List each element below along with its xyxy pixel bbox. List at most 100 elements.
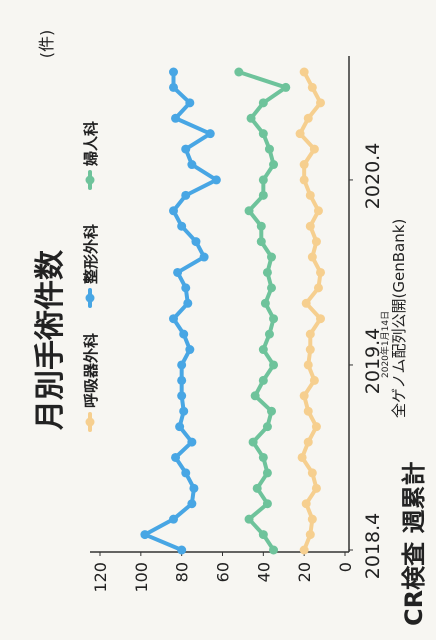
x-tick-label: 2020.4 bbox=[362, 143, 384, 209]
data-point bbox=[169, 314, 178, 324]
data-point bbox=[256, 237, 266, 247]
data-point bbox=[252, 483, 262, 493]
data-point bbox=[169, 206, 178, 216]
legend-marker bbox=[85, 293, 95, 303]
data-point bbox=[316, 98, 325, 108]
data-point bbox=[299, 391, 309, 401]
data-point bbox=[269, 360, 279, 370]
series-line bbox=[298, 70, 323, 552]
data-point bbox=[258, 175, 268, 185]
data-point bbox=[234, 67, 244, 77]
data-point bbox=[171, 452, 181, 462]
y-tick-label: 100 bbox=[132, 562, 151, 593]
data-point bbox=[177, 360, 187, 370]
axes: 0 20 40 60 80 100 120 2018.4 2019.4 2020.4 bbox=[90, 56, 384, 593]
data-point bbox=[267, 252, 276, 262]
data-point bbox=[246, 113, 256, 123]
data-point bbox=[181, 468, 191, 478]
series-呼吸器外科 bbox=[295, 67, 325, 555]
data-point bbox=[179, 329, 189, 339]
legend-marker bbox=[85, 417, 95, 427]
data-point bbox=[171, 113, 181, 123]
data-point bbox=[301, 298, 311, 308]
plot-area bbox=[140, 67, 325, 555]
data-point bbox=[262, 422, 272, 432]
data-point bbox=[183, 298, 193, 308]
data-point bbox=[244, 514, 254, 524]
data-point bbox=[281, 82, 291, 92]
data-point bbox=[244, 206, 254, 216]
data-point bbox=[187, 499, 197, 509]
data-point bbox=[269, 545, 279, 555]
data-point bbox=[179, 406, 189, 416]
data-point bbox=[269, 314, 279, 324]
series-line bbox=[142, 70, 219, 552]
data-point bbox=[177, 545, 187, 555]
legend-marker bbox=[85, 175, 95, 185]
bottom-title: CR検査 週累計 bbox=[400, 462, 428, 626]
data-point bbox=[313, 206, 323, 216]
legend-label: 整形外科 bbox=[82, 224, 100, 284]
data-point bbox=[305, 190, 315, 200]
x-tick-label: 2018.4 bbox=[362, 513, 384, 579]
data-point bbox=[299, 175, 309, 185]
legend-item: 呼吸器外科 bbox=[82, 333, 100, 432]
data-point bbox=[297, 452, 307, 462]
data-point bbox=[307, 468, 317, 478]
legend-item: 婦人科 bbox=[82, 121, 100, 190]
legend-label: 呼吸器外科 bbox=[82, 333, 100, 408]
data-point bbox=[299, 160, 309, 170]
data-point bbox=[191, 237, 201, 247]
data-point bbox=[199, 252, 209, 262]
rotated-chart-group: 月別手術件数 呼吸器外科 整形外科 婦人科 (件) 0 20 40 60 80 100 120 2… bbox=[33, 30, 428, 626]
data-point bbox=[301, 499, 311, 509]
legend-item: 整形外科 bbox=[82, 224, 100, 308]
data-point bbox=[316, 314, 325, 324]
data-point bbox=[187, 160, 197, 170]
data-point bbox=[258, 129, 268, 139]
data-point bbox=[299, 67, 309, 77]
data-point bbox=[140, 530, 150, 540]
data-point bbox=[181, 144, 191, 154]
data-point bbox=[177, 391, 187, 401]
data-point bbox=[311, 422, 321, 432]
series-line bbox=[236, 70, 288, 552]
data-point bbox=[258, 98, 268, 108]
data-point bbox=[173, 267, 183, 277]
data-point bbox=[258, 530, 268, 540]
data-point bbox=[181, 283, 191, 293]
data-point bbox=[303, 406, 313, 416]
data-point bbox=[189, 483, 199, 493]
chart-title: 月別手術件数 bbox=[33, 249, 68, 430]
data-point bbox=[177, 221, 187, 231]
y-tick-label: 60 bbox=[214, 562, 233, 582]
data-point bbox=[175, 422, 185, 432]
data-point bbox=[258, 190, 268, 200]
data-point bbox=[177, 375, 187, 385]
y-tick-label: 120 bbox=[91, 562, 110, 593]
data-point bbox=[307, 514, 317, 524]
data-point bbox=[262, 499, 272, 509]
legend: 呼吸器外科 整形外科 婦人科 bbox=[82, 121, 100, 432]
data-point bbox=[303, 360, 313, 370]
data-point bbox=[309, 375, 319, 385]
data-point bbox=[260, 298, 270, 308]
data-point bbox=[262, 267, 272, 277]
data-point bbox=[187, 437, 197, 447]
data-point bbox=[305, 530, 315, 540]
data-point bbox=[248, 437, 258, 447]
data-point bbox=[311, 483, 321, 493]
data-point bbox=[258, 452, 268, 462]
legend-label: 婦人科 bbox=[82, 121, 100, 167]
series-婦人科 bbox=[234, 67, 291, 555]
data-point bbox=[258, 345, 268, 355]
data-point bbox=[305, 221, 315, 231]
x-tick-label: 2019.4 bbox=[362, 328, 384, 394]
data-point bbox=[311, 237, 321, 247]
data-point bbox=[169, 82, 178, 92]
data-point bbox=[295, 129, 305, 139]
y-tick-label: 0 bbox=[336, 562, 355, 572]
data-point bbox=[258, 375, 268, 385]
data-point bbox=[185, 345, 195, 355]
